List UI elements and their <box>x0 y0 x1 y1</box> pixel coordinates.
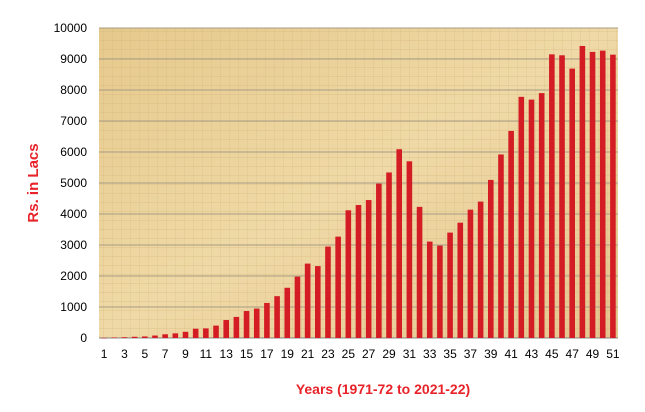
y-axis-ticks: 0 1000 2000 3000 4000 5000 6000 7000 8000 9000 100… <box>54 21 88 345</box>
x-tick-label: 43 <box>525 347 539 361</box>
bar <box>508 130 514 338</box>
x-tick-label: 27 <box>362 347 376 361</box>
bar <box>335 236 341 338</box>
bar <box>111 337 118 339</box>
bar <box>447 232 453 338</box>
bar <box>141 336 148 338</box>
bar <box>386 172 392 338</box>
bar <box>101 337 107 339</box>
bar <box>172 333 179 338</box>
bar <box>253 308 260 338</box>
bar <box>579 45 586 338</box>
y-tick-label: 5000 <box>60 176 87 190</box>
bar <box>294 276 301 338</box>
bar <box>559 55 565 338</box>
bar <box>437 245 443 338</box>
y-tick-label: 2000 <box>60 269 87 283</box>
x-tick-label: 49 <box>586 347 600 361</box>
bar <box>426 241 433 338</box>
bar <box>498 154 504 338</box>
bar <box>264 302 270 338</box>
x-tick-label: 25 <box>342 347 356 361</box>
x-tick-label: 47 <box>566 347 580 361</box>
x-axis-title: Years (1971-72 to 2021-22) <box>296 381 470 397</box>
y-tick-label: 4000 <box>60 207 87 221</box>
x-tick-label: 21 <box>301 347 315 361</box>
x-tick-label: 9 <box>182 347 189 361</box>
bar <box>528 99 535 338</box>
bar <box>121 337 128 338</box>
y-tick-label: 8000 <box>60 83 87 97</box>
x-tick-label: 11 <box>200 347 213 361</box>
x-tick-label: 39 <box>484 347 498 361</box>
bar <box>284 287 291 338</box>
bar <box>243 311 250 338</box>
y-axis-title: Rs. in Lacs <box>25 143 42 222</box>
x-tick-label: 29 <box>382 347 396 361</box>
x-tick-label: 35 <box>443 347 457 361</box>
bar <box>345 210 352 338</box>
bar <box>152 335 158 338</box>
bar <box>355 205 362 338</box>
x-tick-label: 5 <box>141 347 148 361</box>
bar <box>467 209 474 338</box>
bar <box>182 331 189 338</box>
x-tick-label: 37 <box>464 347 478 361</box>
x-tick-label: 31 <box>403 347 417 361</box>
bar <box>406 161 413 338</box>
x-tick-label: 41 <box>504 347 518 361</box>
bar <box>162 334 168 338</box>
bar <box>589 51 596 339</box>
bar <box>192 328 199 338</box>
bar <box>233 316 240 338</box>
bar <box>223 320 230 338</box>
bar <box>376 183 382 338</box>
x-tick-label: 13 <box>220 347 234 361</box>
bar <box>518 96 525 338</box>
bar <box>549 54 555 338</box>
bar-series <box>101 45 616 339</box>
bar <box>325 246 331 338</box>
bar <box>274 296 280 338</box>
bar <box>610 54 616 338</box>
x-tick-label: 15 <box>240 347 254 361</box>
y-tick-label: 7000 <box>60 114 87 128</box>
bar <box>538 93 545 338</box>
bar <box>487 179 494 338</box>
bar <box>131 336 138 338</box>
y-tick-label: 3000 <box>60 238 87 252</box>
x-tick-label: 17 <box>260 347 274 361</box>
x-tick-label: 33 <box>423 347 437 361</box>
y-tick-label: 10000 <box>54 21 88 35</box>
bar <box>213 325 219 338</box>
x-tick-label: 1 <box>101 347 108 361</box>
bar <box>569 68 576 339</box>
x-tick-label: 7 <box>162 347 169 361</box>
x-axis-ticks: 1 3 5 7 9 11 13 15 17 19 21 23 25 27 29 31 33 35 37 39 41 43 4… <box>101 347 620 361</box>
bar <box>477 201 484 338</box>
bar <box>304 263 311 338</box>
bar <box>416 206 423 338</box>
x-tick-label: 3 <box>121 347 128 361</box>
bar <box>599 50 606 338</box>
y-tick-label: 1000 <box>60 300 87 314</box>
bar <box>365 200 372 338</box>
y-tick-label: 6000 <box>60 145 87 159</box>
bar <box>396 149 403 338</box>
y-tick-label: 9000 <box>60 52 87 66</box>
bar <box>314 266 321 338</box>
bar <box>457 222 464 338</box>
x-tick-label: 45 <box>545 347 559 361</box>
x-tick-label: 19 <box>281 347 295 361</box>
bar <box>203 328 209 338</box>
x-tick-label: 51 <box>606 347 620 361</box>
x-tick-label: 23 <box>321 347 335 361</box>
y-tick-label: 0 <box>80 331 87 345</box>
